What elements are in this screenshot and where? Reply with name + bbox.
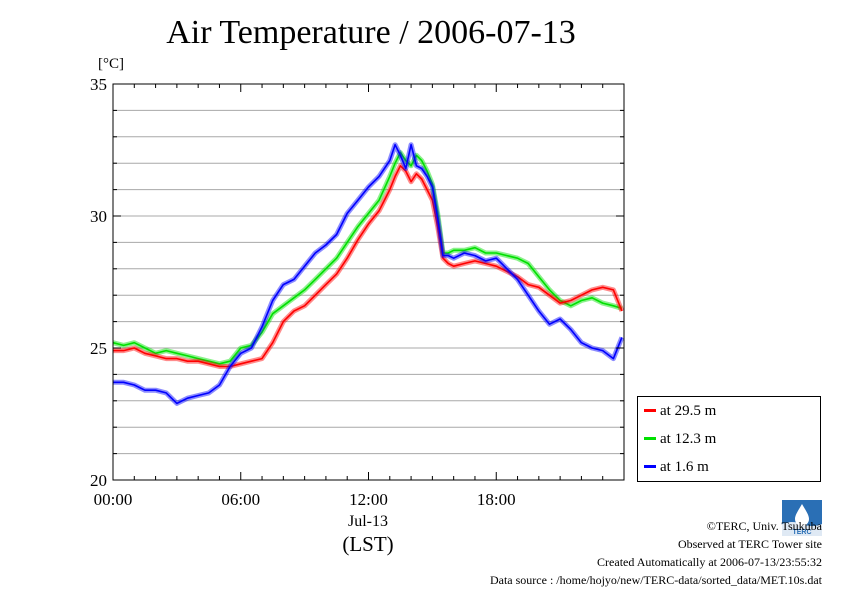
legend-item-12-3m: at 12.3 m — [644, 429, 716, 449]
series-at-29-5-m — [113, 163, 625, 369]
logo-text: TERC — [792, 529, 811, 536]
series-line — [113, 165, 623, 368]
terc-logo-graphic: TERC — [782, 500, 822, 536]
series-at-1-6-m — [113, 142, 625, 406]
footer-copyright: ©TERC, Univ. Tsukuba — [706, 519, 822, 533]
legend-swatch-blue — [644, 465, 656, 469]
tick-labels: 00:00 06:00 12:00 18:00 20 25 30 35 — [90, 75, 516, 509]
terc-logo-icon: TERC — [782, 500, 822, 541]
footer-source: Data source : /home/hojyo/new/TERC-data/… — [489, 573, 822, 587]
y-tick-label: 25 — [90, 339, 107, 358]
series-halo — [112, 150, 623, 367]
series-at-12-3-m — [112, 150, 623, 367]
chart-title-text: Air Temperature / 2006-07-13 — [166, 14, 576, 51]
grid-lines — [113, 109, 624, 455]
footer-created: Created Automatically at 2006-07-13/23:5… — [597, 555, 822, 569]
legend-label: at 1.6 m — [660, 459, 709, 475]
legend: at 29.5 m at 12.3 m at 1.6 m — [637, 396, 821, 482]
plot-frame — [112, 83, 625, 481]
footer-observed: Observed at TERC Tower site — [677, 537, 822, 551]
x-tick-label: 18:00 — [477, 490, 516, 509]
chart-title: Air Temperature / 2006-07-13 — [0, 14, 842, 52]
axis-ticks — [112, 83, 625, 481]
x-tick-label: 00:00 — [94, 490, 133, 509]
y-tick-label: 35 — [90, 75, 107, 94]
series-line — [113, 143, 623, 405]
y-tick-label: 30 — [90, 207, 107, 226]
legend-item-29-5m: at 29.5 m — [644, 401, 716, 421]
x-axis-label: (LST) — [342, 532, 393, 556]
x-tick-label: 06:00 — [221, 490, 260, 509]
x-date-label: Jul-13 — [348, 513, 388, 530]
y-axis-unit-label: [°C] — [98, 56, 124, 72]
x-tick-label: 12:00 — [349, 490, 388, 509]
series-line — [112, 151, 623, 365]
legend-item-1-6m: at 1.6 m — [644, 457, 709, 477]
y-tick-label: 20 — [90, 471, 107, 490]
series-halo — [113, 142, 625, 406]
series-halo — [113, 163, 625, 369]
legend-label: at 12.3 m — [660, 431, 717, 447]
legend-swatch-green — [644, 437, 656, 441]
legend-swatch-red — [644, 409, 656, 413]
series-layer — [112, 142, 625, 406]
legend-label: at 29.5 m — [660, 403, 717, 419]
